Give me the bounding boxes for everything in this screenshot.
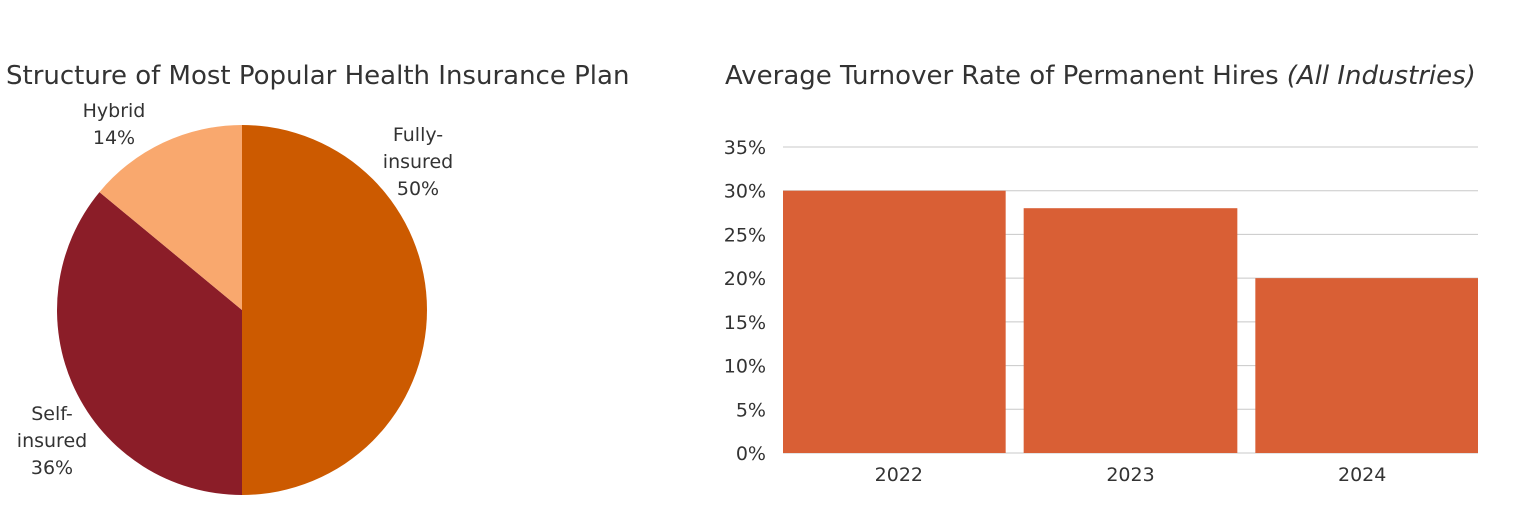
- bar-2022: [783, 190, 1006, 453]
- y-tick-label: 15%: [724, 312, 766, 334]
- bar-chart-title-italic: (All Industries): [1287, 61, 1476, 91]
- bar-y-axis: 0% 5% 10% 15% 20% 25% 30% 35%: [724, 137, 766, 465]
- y-tick-label: 10%: [724, 356, 766, 378]
- pie-chart: Structure of Most Popular Health Insuran…: [6, 61, 629, 495]
- bar-x-axis: 2022 2023 2024: [875, 464, 1387, 486]
- bar-chart-title-main: Average Turnover Rate of Permanent Hires: [725, 61, 1279, 91]
- bar-2023: [1023, 208, 1238, 453]
- pie-label-fully-insured: Fully-insured 50%: [383, 124, 453, 200]
- x-tick-label: 2023: [1106, 464, 1154, 486]
- pie-slices: [57, 125, 427, 495]
- pie-slice-self-insured: [57, 192, 242, 495]
- x-tick-label: 2024: [1338, 464, 1386, 486]
- bar-chart-title: Average Turnover Rate of Permanent Hires…: [725, 61, 1476, 91]
- bar-chart: Average Turnover Rate of Permanent Hires…: [724, 61, 1478, 486]
- y-tick-label: 30%: [724, 181, 766, 203]
- pie-label-self-insured: Self-insured 36%: [17, 403, 87, 479]
- bar-series: [783, 190, 1478, 453]
- y-tick-label: 20%: [724, 268, 766, 290]
- pie-slice-fully-insured: [242, 125, 427, 495]
- y-tick-label: 25%: [724, 224, 766, 246]
- pie-label-hybrid: Hybrid 14%: [83, 100, 146, 149]
- x-tick-label: 2022: [875, 464, 923, 486]
- bar-2024: [1255, 278, 1478, 453]
- y-tick-label: 35%: [724, 137, 766, 159]
- pie-labels: Fully-insured 50% Self-insured 36% Hybrid 14%: [17, 100, 453, 479]
- y-tick-label: 0%: [736, 443, 766, 465]
- y-tick-label: 5%: [736, 399, 766, 421]
- pie-chart-title: Structure of Most Popular Health Insuran…: [6, 61, 629, 91]
- pie-slice-hybrid: [99, 125, 243, 310]
